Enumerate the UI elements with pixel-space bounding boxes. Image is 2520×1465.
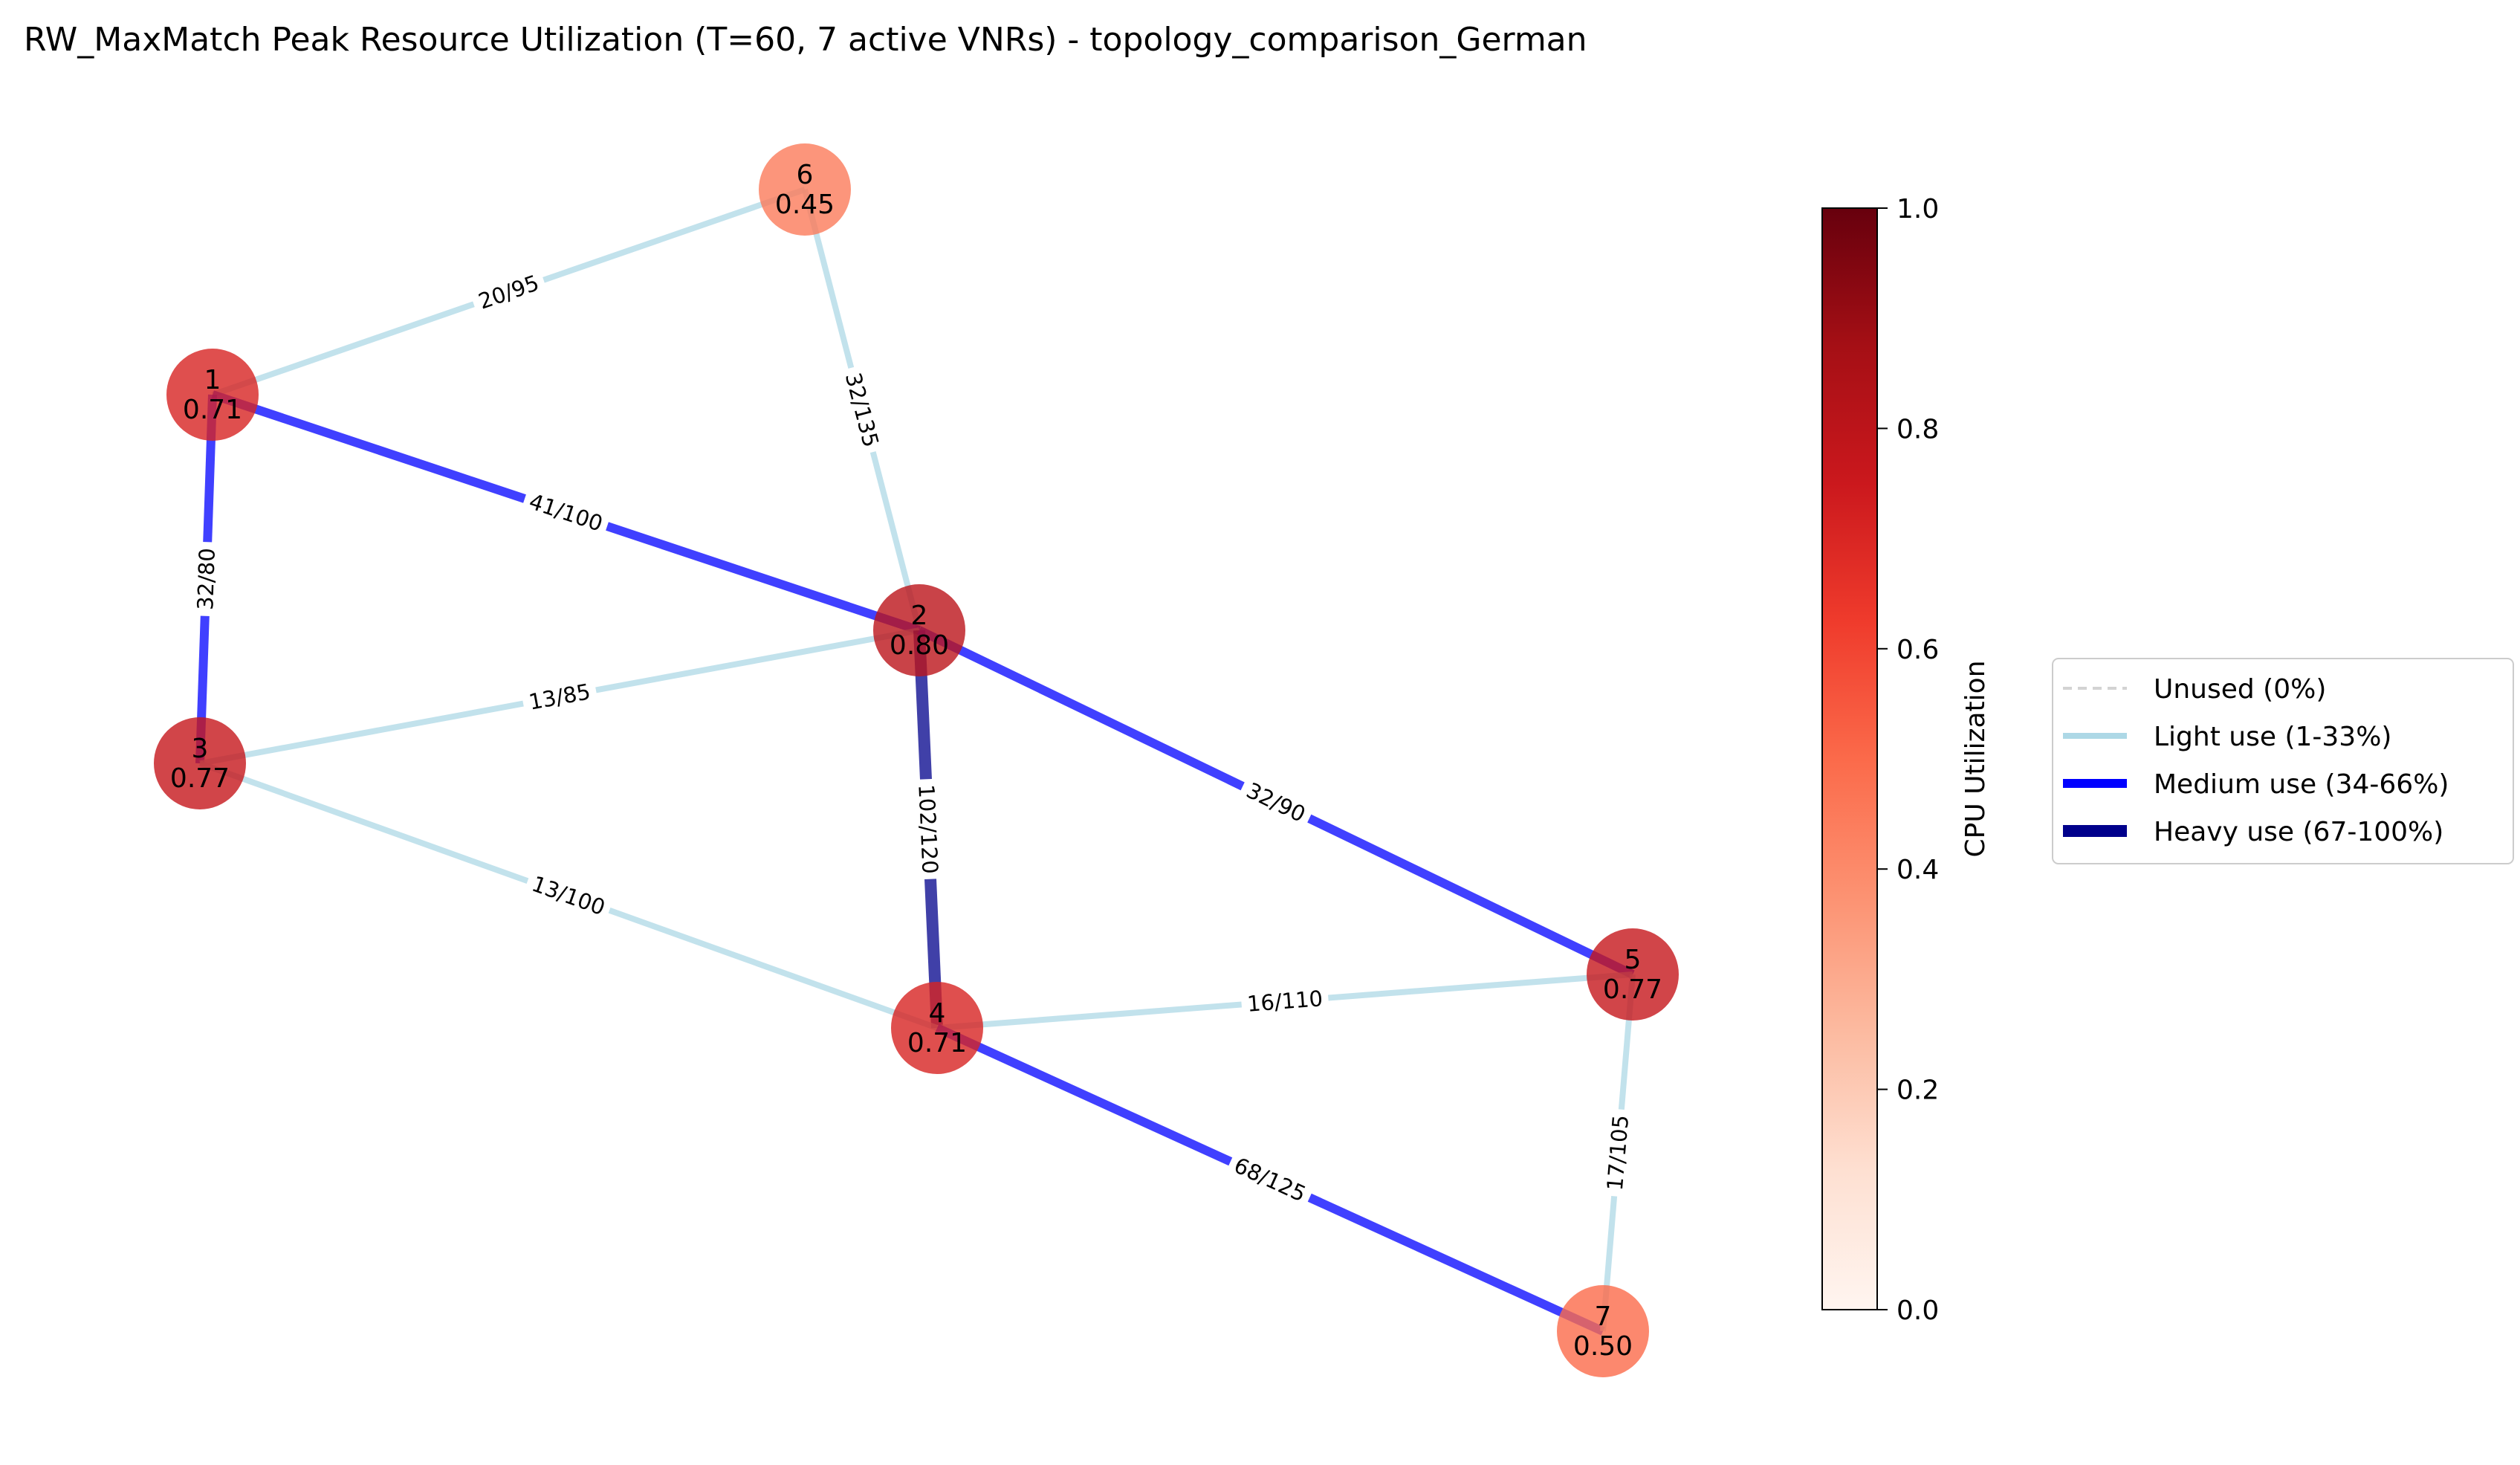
node-7: 70.50 — [1557, 1285, 1649, 1377]
edge-label-1-3: 32/80 — [190, 541, 222, 617]
edge-label-2-4: 102/120 — [912, 778, 945, 880]
svg-text:1.0: 1.0 — [1897, 194, 1939, 224]
svg-text:68/125: 68/125 — [1231, 1152, 1310, 1206]
legend-items: Unused (0%) Light use (1-33%) Medium use (… — [2063, 674, 2449, 847]
legend-item-light: Light use (1-33%) — [2063, 722, 2391, 752]
node-3: 30.77 — [154, 717, 246, 809]
svg-text:17/105: 17/105 — [1602, 1114, 1633, 1192]
colorbar-tick: 1.0 — [1877, 194, 1939, 224]
svg-text:5: 5 — [1625, 945, 1642, 975]
edge-label-5-7: 17/105 — [1600, 1108, 1636, 1197]
colorbar-ticks: 0.0 0.2 0.4 0.6 0.8 1.0 — [1877, 194, 1939, 1326]
node-5: 50.77 — [1587, 928, 1679, 1021]
svg-text:0.77: 0.77 — [1603, 974, 1662, 1005]
svg-text:0.50: 0.50 — [1573, 1331, 1633, 1362]
colorbar-tick: 0.4 — [1877, 855, 1939, 885]
edge-label-4-7: 68/125 — [1224, 1148, 1316, 1211]
svg-text:0.80: 0.80 — [890, 630, 949, 661]
svg-text:102/120: 102/120 — [913, 784, 942, 875]
svg-text:Unused (0%): Unused (0%) — [2154, 674, 2326, 705]
svg-text:32/135: 32/135 — [840, 370, 884, 450]
svg-text:41/100: 41/100 — [526, 488, 606, 537]
legend-item-heavy: Heavy use (67-100%) — [2063, 817, 2443, 847]
legend: Unused (0%) Light use (1-33%) Medium use (… — [2052, 658, 2514, 864]
svg-text:0.71: 0.71 — [183, 395, 242, 425]
svg-text:20/95: 20/95 — [475, 270, 542, 314]
edge-label-3-2: 13/85 — [520, 676, 599, 718]
svg-text:6: 6 — [797, 160, 814, 190]
colorbar-tick: 0.2 — [1877, 1076, 1939, 1106]
colorbar-tick: 0.6 — [1877, 635, 1939, 665]
svg-text:Medium use (34-66%): Medium use (34-66%) — [2154, 769, 2449, 800]
edge-label-3-4: 13/100 — [522, 867, 615, 924]
svg-text:0.2: 0.2 — [1897, 1076, 1939, 1106]
svg-text:1: 1 — [204, 365, 221, 395]
node-1: 10.71 — [166, 349, 259, 441]
edge-label-6-2: 32/135 — [837, 364, 887, 456]
svg-text:13/85: 13/85 — [527, 679, 592, 715]
edge-labels-layer: 20/95 32/135 41/100 32/80 13/85 102/120 32/90 1… — [190, 266, 1636, 1211]
node-4: 40.71 — [891, 982, 983, 1074]
svg-text:16/110: 16/110 — [1246, 986, 1324, 1017]
svg-text:Heavy use (67-100%): Heavy use (67-100%) — [2154, 817, 2443, 847]
svg-text:2: 2 — [911, 601, 928, 631]
svg-text:3: 3 — [192, 734, 209, 764]
colorbar-tick: 0.0 — [1877, 1296, 1939, 1326]
svg-text:0.71: 0.71 — [907, 1028, 967, 1058]
svg-text:13/100: 13/100 — [528, 871, 609, 920]
figure-title: RW_MaxMatch Peak Resource Utilization (T… — [24, 21, 1587, 59]
svg-text:Light use (1-33%): Light use (1-33%) — [2154, 722, 2391, 752]
edge-label-4-5: 16/110 — [1240, 983, 1329, 1019]
svg-text:0.6: 0.6 — [1897, 635, 1939, 665]
node-6: 60.45 — [759, 143, 851, 236]
colorbar-tick: 0.8 — [1877, 414, 1939, 444]
svg-text:32/90: 32/90 — [1243, 777, 1309, 827]
svg-text:0.77: 0.77 — [170, 763, 230, 794]
legend-item-medium: Medium use (34-66%) — [2063, 769, 2449, 800]
svg-text:7: 7 — [1595, 1301, 1612, 1332]
colorbar-label: CPU Utilization — [1960, 660, 1991, 857]
edge-label-2-5: 32/90 — [1236, 773, 1316, 832]
svg-text:32/80: 32/80 — [192, 548, 220, 611]
svg-text:0.45: 0.45 — [775, 190, 835, 220]
svg-text:4: 4 — [929, 998, 946, 1029]
edges-layer — [195, 187, 1636, 1336]
edge-label-1-6: 20/95 — [469, 266, 548, 318]
svg-text:0.0: 0.0 — [1897, 1296, 1939, 1326]
colorbar: 0.0 0.2 0.4 0.6 0.8 1.0 CPU Utilization — [1821, 194, 1991, 1326]
svg-text:0.4: 0.4 — [1897, 855, 1939, 885]
colorbar-gradient — [1821, 207, 1878, 1310]
legend-item-unused: Unused (0%) — [2063, 674, 2326, 705]
legend-frame — [2052, 658, 2514, 864]
node-2: 20.80 — [873, 584, 965, 676]
edge-label-1-2: 41/100 — [519, 485, 612, 540]
svg-text:0.8: 0.8 — [1897, 414, 1939, 444]
